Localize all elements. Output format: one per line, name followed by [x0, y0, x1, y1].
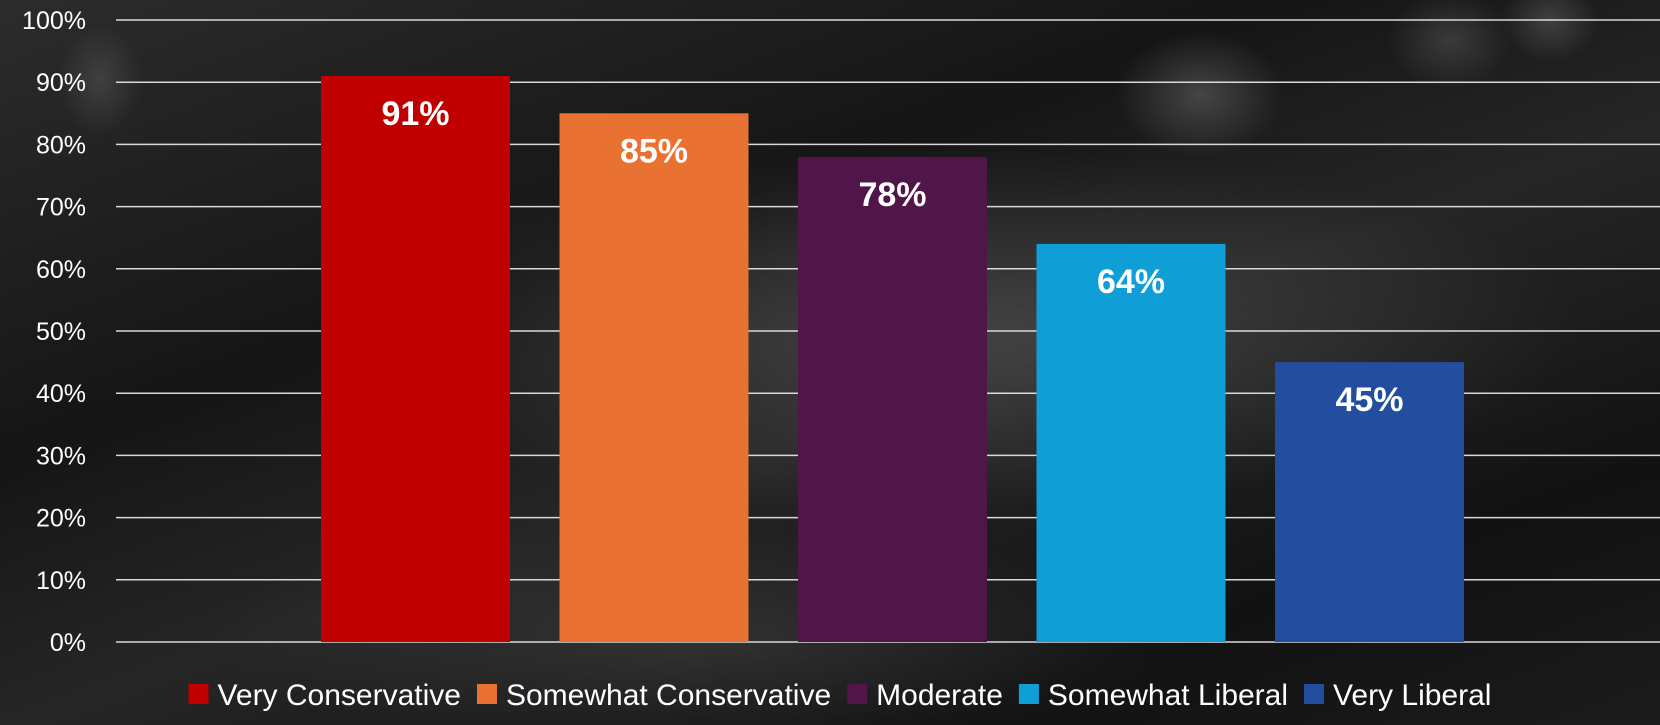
y-tick-label: 30% [36, 442, 86, 470]
data-label: 85% [620, 132, 688, 170]
legend-swatch [1018, 684, 1039, 704]
y-tick-label: 100% [22, 7, 86, 35]
bar-moderate [798, 156, 987, 642]
y-tick-label: 70% [36, 194, 86, 222]
bar-somewhat-conservative [559, 113, 749, 643]
data-label: 45% [1335, 381, 1403, 419]
y-tick-label: 10% [36, 567, 86, 595]
bar-very-liberal [1275, 362, 1464, 642]
legend-label: Very Liberal [1333, 679, 1491, 712]
y-tick-label: 0% [50, 629, 86, 657]
legend-label: Very Conservative [218, 679, 461, 712]
y-tick-label: 50% [36, 318, 86, 346]
legend-item-moderate: Moderate [847, 679, 1003, 712]
legend-item-very-conservative: Very Conservative [188, 679, 461, 712]
legend-swatch [188, 684, 209, 704]
y-tick-label: 40% [36, 380, 86, 408]
bar-very-conservative [321, 75, 510, 643]
legend-item-very-liberal: Very Liberal [1304, 679, 1491, 712]
bar-somewhat-liberal [1036, 243, 1226, 643]
legend: Very Conservative Somewhat Conservative Mo… [188, 679, 1491, 712]
legend-label: Somewhat Conservative [506, 679, 831, 712]
legend-swatch [847, 684, 868, 704]
y-tick-label: 80% [36, 131, 86, 159]
y-axis: 0% 10% 20% 30% 40% 50% 60% 70% 80% 90% 100% [22, 7, 86, 657]
data-label: 91% [381, 95, 449, 133]
y-tick-label: 90% [36, 69, 86, 97]
data-labels: 91% 85% 78% 64% 45% [381, 95, 1403, 419]
legend-swatch [1304, 684, 1325, 704]
bars [321, 75, 1464, 643]
y-tick-label: 20% [36, 505, 86, 533]
legend-item-somewhat-conservative: Somewhat Conservative [476, 679, 831, 712]
legend-item-somewhat-liberal: Somewhat Liberal [1018, 679, 1288, 712]
y-tick-label: 60% [36, 256, 86, 284]
data-label: 78% [858, 176, 926, 214]
legend-swatch [476, 684, 497, 704]
legend-label: Somewhat Liberal [1048, 679, 1288, 712]
legend-label: Moderate [876, 679, 1003, 712]
data-label: 64% [1097, 263, 1165, 301]
